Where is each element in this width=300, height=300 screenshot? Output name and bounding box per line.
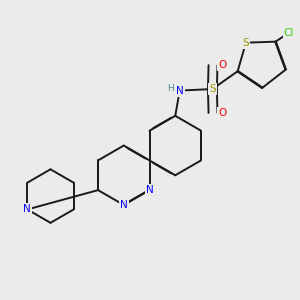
Text: S: S	[243, 38, 249, 48]
Text: H: H	[167, 84, 174, 93]
Text: N: N	[120, 200, 128, 210]
Text: O: O	[218, 108, 226, 118]
Text: O: O	[218, 60, 226, 70]
Text: Cl: Cl	[284, 28, 294, 38]
Text: S: S	[209, 84, 216, 94]
Text: N: N	[146, 185, 153, 195]
Text: N: N	[23, 204, 31, 214]
Text: N: N	[176, 85, 184, 96]
